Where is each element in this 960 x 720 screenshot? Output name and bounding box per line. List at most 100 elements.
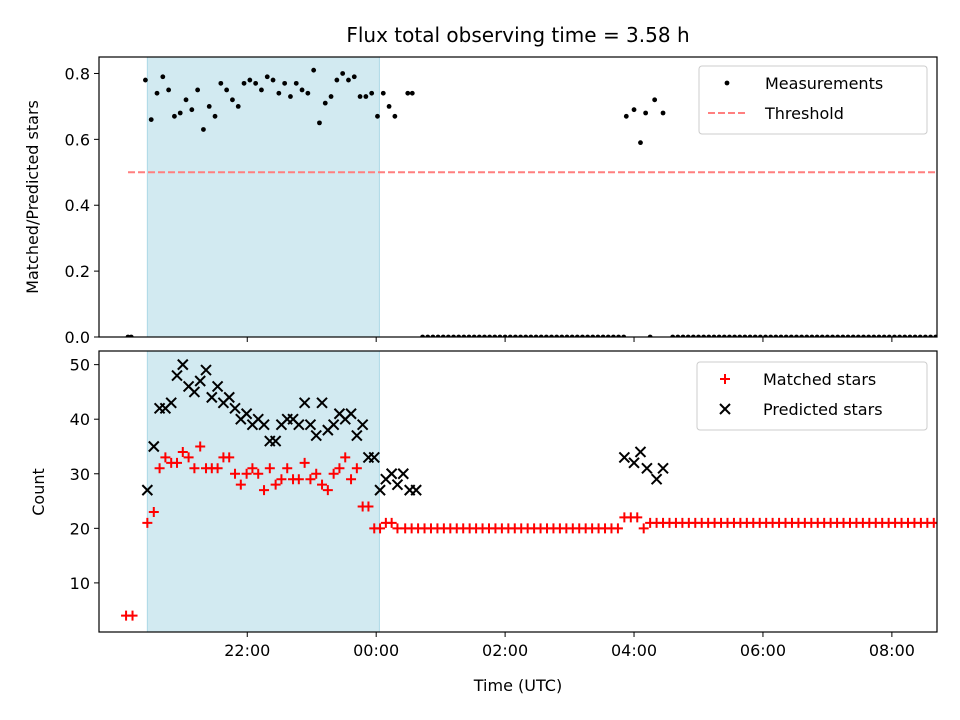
matched-star-point xyxy=(638,523,649,534)
predicted-star-point xyxy=(223,391,235,404)
predicted-star-point xyxy=(310,429,322,442)
matched-star-point xyxy=(351,463,362,474)
predicted-star-point xyxy=(368,451,380,464)
matched-star-point xyxy=(177,446,188,457)
matched-star-point xyxy=(264,463,275,474)
matched-star-point xyxy=(346,474,357,485)
measurement-point xyxy=(351,74,357,80)
matched-star-point xyxy=(311,468,322,479)
matched-star-point xyxy=(276,474,287,485)
measurement-point xyxy=(230,97,235,103)
axes-frame xyxy=(98,56,938,338)
measurement-point xyxy=(643,110,649,116)
measurement-point xyxy=(253,80,259,86)
matched-star-point xyxy=(171,457,182,468)
legend-marker-dot xyxy=(724,80,730,86)
x-tick-label: 02:00 xyxy=(482,641,528,660)
measurement-point xyxy=(235,104,241,109)
predicted-star-point xyxy=(650,473,663,485)
x-tick-label: 04:00 xyxy=(611,641,657,660)
predicted-star-point xyxy=(171,369,183,382)
predicted-star-point xyxy=(634,446,647,458)
matched-star-point xyxy=(241,468,252,479)
predicted-star-point xyxy=(316,397,328,409)
predicted-star-point xyxy=(188,386,201,398)
predicted-star-point xyxy=(374,484,386,496)
measurement-point xyxy=(363,94,369,99)
x-axis-label: Time (UTC) xyxy=(473,676,562,695)
matched-star-point xyxy=(386,517,397,528)
legend-marker-plus xyxy=(720,374,730,384)
measurement-point xyxy=(189,107,195,113)
top-y-axis-label: Matched/Predicted stars xyxy=(23,100,42,294)
measurement-point xyxy=(143,77,148,83)
matched-star-point xyxy=(322,485,333,496)
y-tick-label: 0.6 xyxy=(65,130,90,149)
y-tick-label: 30 xyxy=(70,465,90,484)
predicted-star-point xyxy=(211,380,224,393)
measurement-point xyxy=(328,94,334,99)
measurement-point xyxy=(334,77,340,83)
measurement-point xyxy=(375,113,380,119)
shaded-observing-window xyxy=(146,56,380,338)
measurement-point xyxy=(380,90,386,96)
measurement-point xyxy=(270,77,276,83)
bottom-y-axis-label: Count xyxy=(29,468,48,516)
measurement-point xyxy=(166,87,172,93)
matched-star-point xyxy=(928,517,937,528)
matched-star-point xyxy=(363,501,374,512)
measurement-point xyxy=(177,110,183,116)
predicted-star-point xyxy=(351,429,363,442)
predicted-star-point xyxy=(293,418,305,431)
measurement-point xyxy=(241,80,247,86)
matched-star-point xyxy=(299,457,310,468)
predicted-star-point xyxy=(410,484,422,496)
measurement-point xyxy=(660,110,666,116)
predicted-star-point xyxy=(327,418,340,431)
measurement-point xyxy=(218,80,224,86)
matched-star-point xyxy=(212,463,223,474)
measurement-point xyxy=(293,80,299,86)
matched-star-point xyxy=(334,463,345,474)
matched-star-point xyxy=(189,463,200,474)
matched-star-point xyxy=(282,463,293,474)
measurement-point xyxy=(299,87,305,93)
predicted-star-point xyxy=(628,457,640,469)
measurement-point xyxy=(148,117,154,122)
matched-star-point xyxy=(632,512,643,523)
matched-star-point xyxy=(612,523,623,534)
predicted-star-point xyxy=(641,462,653,475)
matched-star-point xyxy=(328,468,339,479)
measurement-point xyxy=(212,113,218,119)
matched-star-point xyxy=(160,452,171,463)
predicted-star-point xyxy=(141,484,154,496)
measurement-point xyxy=(160,74,166,80)
x-tick-label: 08:00 xyxy=(869,641,915,660)
bottom-panel: 22:00 00:00 02:00 04:00 06:00 08:00 10 20 30 40 50… xyxy=(70,350,938,660)
legend-label: Threshold xyxy=(764,104,844,123)
legend-label: Measurements xyxy=(765,74,883,93)
axes-frame xyxy=(98,350,938,633)
top-panel: 0.0 0.2 0.4 0.6 0.8 Measurements Threshold xyxy=(65,56,938,347)
matched-star-point xyxy=(305,474,316,485)
measurement-point xyxy=(172,113,177,119)
predicted-star-point xyxy=(200,364,212,376)
matched-star-point xyxy=(142,517,153,528)
measurement-point xyxy=(409,90,415,96)
predicted-star-point xyxy=(391,478,404,491)
measurement-point xyxy=(652,97,658,103)
legend-label: Matched stars xyxy=(763,370,876,389)
matched-star-point xyxy=(195,441,206,452)
matched-star-point xyxy=(154,463,165,474)
matched-star-point xyxy=(253,468,264,479)
measurement-point xyxy=(154,90,160,96)
legend-box xyxy=(698,65,928,135)
measurement-point xyxy=(247,77,253,83)
legend: Matched stars Predicted stars xyxy=(696,361,928,431)
predicted-star-point xyxy=(397,468,409,480)
y-tick-label: 50 xyxy=(70,356,90,375)
measurement-point xyxy=(224,87,230,93)
matched-star-point xyxy=(224,452,235,463)
measurement-point xyxy=(201,127,206,132)
